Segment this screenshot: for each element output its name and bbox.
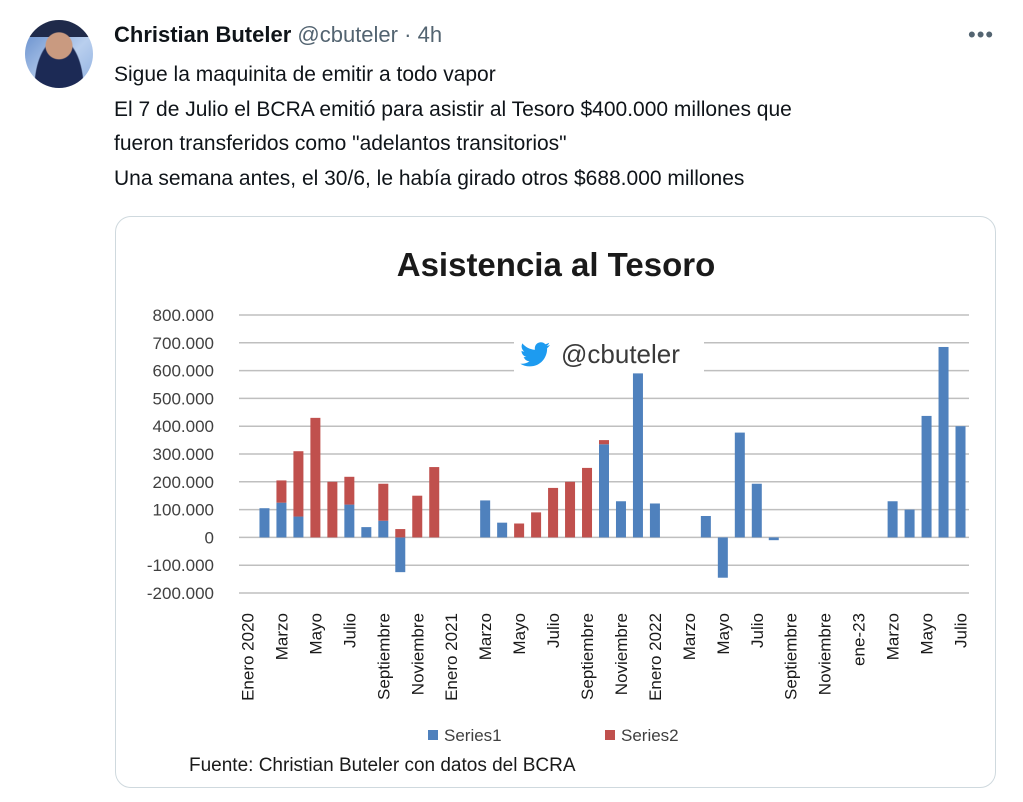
bar-series2 (395, 529, 406, 538)
x-tick-label: Noviembre (612, 613, 631, 695)
y-tick-label: 500.000 (153, 389, 214, 408)
bar-series1 (599, 444, 609, 538)
x-tick-label: Julio (544, 613, 563, 648)
x-tick-label: Marzo (680, 613, 699, 660)
bar-series2 (429, 467, 440, 538)
tweet-media-image[interactable]: Asistencia al Tesoro 800.000 700.000 600.0… (115, 216, 996, 788)
x-tick-label: Mayo (510, 613, 529, 655)
x-tick-label: Marzo (272, 613, 291, 660)
bar-series2 (514, 523, 525, 538)
bar-series1 (378, 520, 389, 538)
separator: · (404, 22, 412, 47)
tweet-header: Christian Buteler @cbuteler · 4h (114, 22, 442, 48)
bar-series2 (378, 483, 389, 521)
bar-series1 (293, 516, 304, 538)
x-tick-label: Julio (748, 613, 767, 648)
bar-series1 (955, 426, 966, 538)
twitter-bird-icon (520, 342, 550, 367)
watermark: @cbuteler (514, 335, 704, 373)
bar-series1 (480, 500, 491, 538)
x-tick-label: Marzo (476, 613, 495, 660)
legend-swatch-series1 (428, 730, 438, 740)
author-handle[interactable]: @cbuteler (297, 22, 398, 47)
chart-source: Fuente: Christian Buteler con datos del … (189, 755, 576, 776)
x-tick-label: Noviembre (816, 613, 835, 695)
tweet-text: Sigue la maquinita de emitir a todo vapo… (114, 58, 792, 196)
y-tick-label: 700.000 (153, 334, 214, 353)
bar-series2 (293, 451, 304, 517)
y-tick-label: 200.000 (153, 473, 214, 492)
y-tick-label: 400.000 (153, 417, 214, 436)
legend-label-series2: Series2 (621, 726, 679, 745)
x-tick-label: Enero 2020 (238, 613, 257, 701)
tweet-line: Una semana antes, el 30/6, le había gira… (114, 166, 745, 190)
bar-series2 (599, 440, 609, 445)
bar-series1 (361, 527, 372, 538)
x-tick-label: Julio (952, 613, 971, 648)
bar-series1 (887, 501, 898, 538)
x-tick-label: Noviembre (408, 613, 427, 695)
x-tick-label: ene-23 (850, 613, 869, 666)
bar-series1 (497, 522, 508, 538)
bar-series1 (632, 373, 643, 538)
x-tick-label: Mayo (306, 613, 325, 655)
author-name[interactable]: Christian Buteler (114, 22, 292, 47)
bar-series1 (700, 515, 711, 538)
legend: Series1 Series2 (428, 726, 679, 745)
bar-series2 (327, 481, 338, 538)
bar-series1 (615, 501, 626, 538)
bar-series1 (921, 415, 932, 538)
bar-series1 (904, 509, 915, 538)
bar-series2 (344, 476, 355, 505)
chart: Asistencia al Tesoro 800.000 700.000 600.0… (147, 246, 971, 776)
y-tick-label: -100.000 (147, 556, 214, 575)
bar-series2 (310, 417, 321, 538)
tweet-line: Sigue la maquinita de emitir a todo vapo… (114, 63, 496, 86)
bar-series2 (565, 481, 576, 538)
bar-series1 (734, 432, 745, 538)
bar-series2 (276, 480, 287, 503)
x-tick-label: Enero 2022 (646, 613, 665, 701)
x-tick-label: Marzo (884, 613, 903, 660)
legend-label-series1: Series1 (444, 726, 502, 745)
bar-series2 (412, 495, 423, 538)
bar-series1 (395, 537, 406, 573)
x-tick-label: Septiembre (374, 613, 393, 700)
x-tick-label: Enero 2021 (442, 613, 461, 701)
y-tick-label: 100.000 (153, 501, 214, 520)
bar-series2 (531, 512, 542, 538)
x-tick-label: Mayo (714, 613, 733, 655)
y-tick-label: 0 (205, 528, 214, 547)
more-horizontal-icon[interactable]: ••• (968, 22, 995, 47)
tweet-line: fueron transferidos como "adelantos tran… (114, 132, 567, 155)
y-tick-label: -200.000 (147, 584, 214, 603)
x-tick-label: Septiembre (782, 613, 801, 700)
watermark-text: @cbuteler (561, 339, 680, 369)
y-tick-label: 600.000 (153, 362, 214, 381)
bar-series1 (751, 483, 762, 538)
bar-series1 (649, 503, 660, 538)
y-tick-label: 300.000 (153, 445, 214, 464)
x-tick-label: Julio (340, 613, 359, 648)
bar-series2 (548, 487, 559, 538)
bar-series1 (768, 537, 779, 541)
bar-series1 (938, 346, 949, 538)
bar-series1 (276, 502, 287, 538)
y-tick-label: 800.000 (153, 306, 214, 325)
bar-series2 (582, 467, 593, 538)
legend-swatch-series2 (605, 730, 615, 740)
x-tick-label: Mayo (918, 613, 937, 655)
avatar[interactable] (25, 20, 93, 88)
timestamp[interactable]: 4h (417, 22, 443, 47)
chart-title: Asistencia al Tesoro (397, 246, 716, 283)
bar-series1 (344, 504, 355, 538)
bar-series1 (259, 508, 270, 538)
bar-series1 (717, 537, 728, 578)
x-tick-label: Septiembre (578, 613, 597, 700)
tweet-line: El 7 de Julio el BCRA emitió para asisti… (114, 97, 792, 121)
